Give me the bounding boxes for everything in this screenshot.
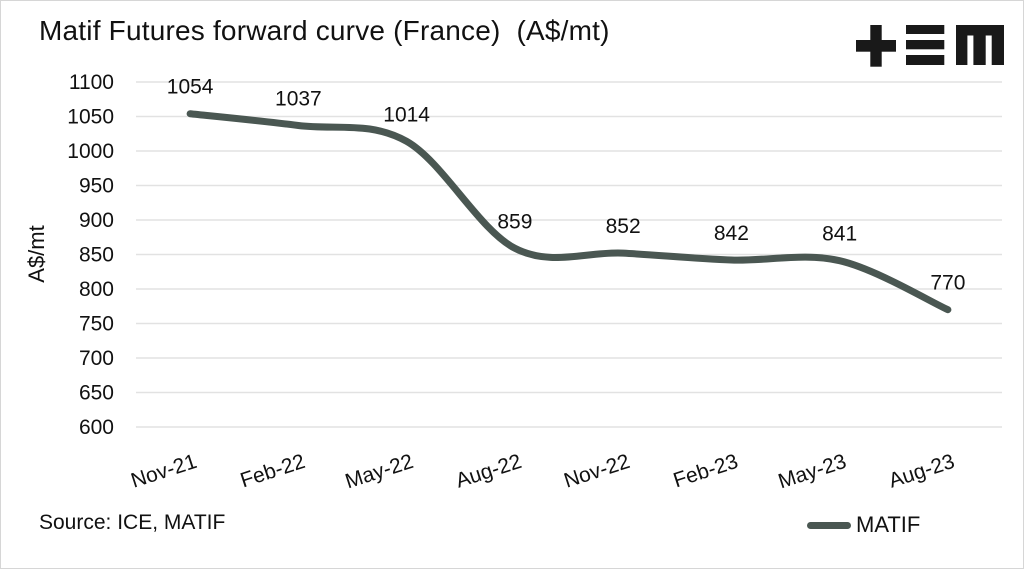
y-tick-label: 800	[79, 278, 114, 301]
triple-bar-icon	[906, 25, 945, 65]
y-tick-label: 1100	[69, 71, 114, 94]
source-note: Source: ICE, MATIF	[39, 511, 226, 534]
x-tick-label: Aug-23	[886, 450, 958, 493]
x-tick-label: Nov-22	[561, 450, 632, 493]
m-glyph-icon	[956, 25, 1004, 65]
x-tick-label: May-22	[342, 450, 416, 494]
y-tick-label: 650	[79, 382, 114, 405]
plus-icon	[856, 25, 896, 67]
x-tick-label: Feb-22	[238, 450, 308, 492]
y-tick-label: 600	[79, 416, 114, 439]
chart-title: Matif Futures forward curve (France) (A$…	[39, 15, 610, 46]
x-tick-label: Aug-22	[453, 450, 525, 493]
data-label: 1037	[275, 87, 322, 110]
data-label: 1014	[383, 103, 430, 126]
x-tick-label: Feb-23	[671, 450, 741, 492]
x-tick-label: May-23	[775, 450, 849, 494]
series-line	[186, 110, 952, 314]
legend-line-swatch	[807, 521, 851, 529]
x-tick-label: Nov-21	[128, 450, 199, 493]
y-tick-label: 850	[79, 244, 114, 267]
data-label: 852	[606, 215, 641, 238]
y-axis-title: A$/mt	[24, 225, 49, 282]
y-tick-label: 1000	[67, 140, 114, 163]
legend: MATIF	[807, 512, 920, 538]
y-tick-label: 900	[79, 209, 114, 232]
y-tick-label: 750	[79, 313, 114, 336]
data-label: 841	[822, 223, 857, 246]
legend-label: MATIF	[856, 512, 921, 537]
data-label: 842	[714, 222, 749, 245]
y-tick-label: 950	[79, 175, 114, 198]
y-tick-label: 1050	[67, 106, 114, 129]
data-label: 770	[930, 272, 965, 295]
y-tick-label: 700	[79, 347, 114, 370]
tem-logo	[856, 25, 1004, 67]
data-label: 1054	[167, 76, 214, 99]
data-label: 859	[497, 210, 532, 233]
